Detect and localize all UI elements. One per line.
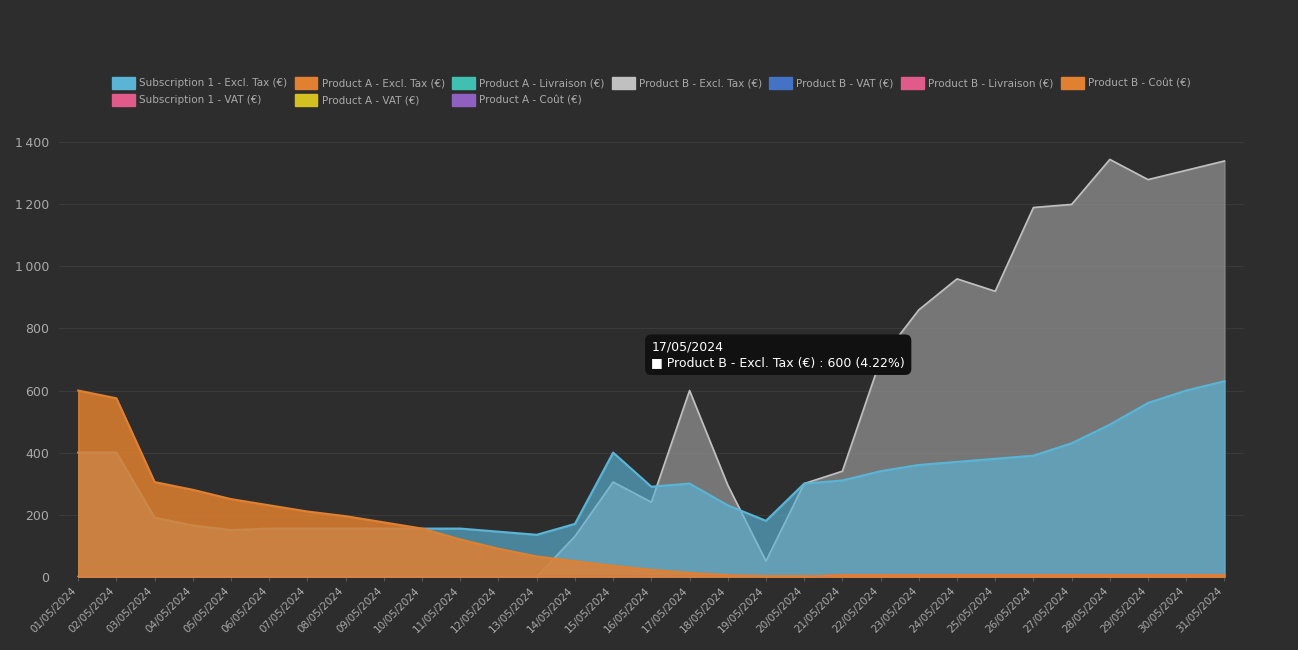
Text: 17/05/2024
■ Product B - Excl. Tax (€) : 600 (4.22%): 17/05/2024 ■ Product B - Excl. Tax (€) :… [652, 341, 905, 369]
Legend: Subscription 1 - Excl. Tax (€), Subscription 1 - VAT (€), Product A - Excl. Tax : Subscription 1 - Excl. Tax (€), Subscrip… [109, 73, 1194, 109]
